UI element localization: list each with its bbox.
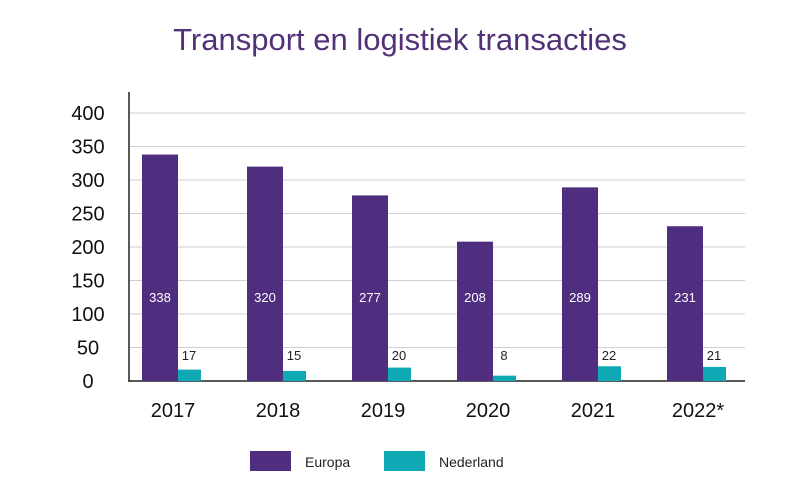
y-tick-label: 300 [71, 170, 104, 192]
bar-europa [562, 187, 598, 381]
y-tick-label: 200 [71, 237, 104, 259]
legend-label-nederland: Nederland [439, 454, 504, 470]
bar-nederland [178, 369, 201, 381]
x-tick-label: 2022* [672, 400, 724, 422]
legend: Europa Nederland [250, 451, 504, 471]
bar-europa [247, 166, 283, 381]
bar-nederland [598, 366, 621, 381]
legend-label-europa: Europa [305, 454, 350, 470]
y-axis-ticks: 0 50 100 150 200 250 300 350 400 [71, 103, 104, 393]
x-axis-ticks: 2017 2018 2019 2020 2021 2022* [151, 400, 725, 422]
y-tick-label: 400 [71, 103, 104, 125]
data-label-nederland: 22 [602, 348, 616, 363]
y-tick-label: 150 [71, 271, 104, 293]
bar-nederland [388, 367, 411, 381]
bar-nederland [493, 375, 516, 381]
bar-europa [142, 154, 178, 381]
legend-swatch-nederland [384, 451, 425, 471]
legend-swatch-europa [250, 451, 291, 471]
x-tick-label: 2018 [256, 400, 301, 422]
y-tick-label: 250 [71, 204, 104, 226]
bar-europa [667, 226, 703, 381]
x-tick-label: 2021 [571, 400, 616, 422]
chart-title: Transport en logistiek transacties [173, 22, 627, 57]
y-tick-label: 350 [71, 137, 104, 159]
x-tick-label: 2020 [466, 400, 511, 422]
x-tick-label: 2019 [361, 400, 406, 422]
gridlines [129, 112, 745, 382]
data-label-europa: 320 [254, 290, 276, 305]
data-label-nederland: 17 [182, 348, 196, 363]
bar-europa [352, 195, 388, 381]
data-label-nederland: 20 [392, 348, 406, 363]
data-label-nederland: 15 [287, 348, 301, 363]
x-tick-label: 2017 [151, 400, 196, 422]
y-tick-label: 0 [82, 371, 93, 393]
data-label-europa: 208 [464, 290, 486, 305]
data-label-nederland: 21 [707, 348, 721, 363]
bar-nederland [703, 366, 726, 381]
data-label-europa: 338 [149, 290, 171, 305]
data-label-europa: 231 [674, 290, 696, 305]
bar-nederland [283, 370, 306, 381]
y-tick-label: 100 [71, 304, 104, 326]
data-label-europa: 289 [569, 290, 591, 305]
data-label-europa: 277 [359, 290, 381, 305]
y-tick-label: 50 [77, 338, 99, 360]
bar-europa [457, 241, 493, 381]
bars: 338 17 320 15 277 20 208 8 289 22 231 21 [142, 154, 726, 381]
data-label-nederland: 8 [500, 348, 507, 363]
